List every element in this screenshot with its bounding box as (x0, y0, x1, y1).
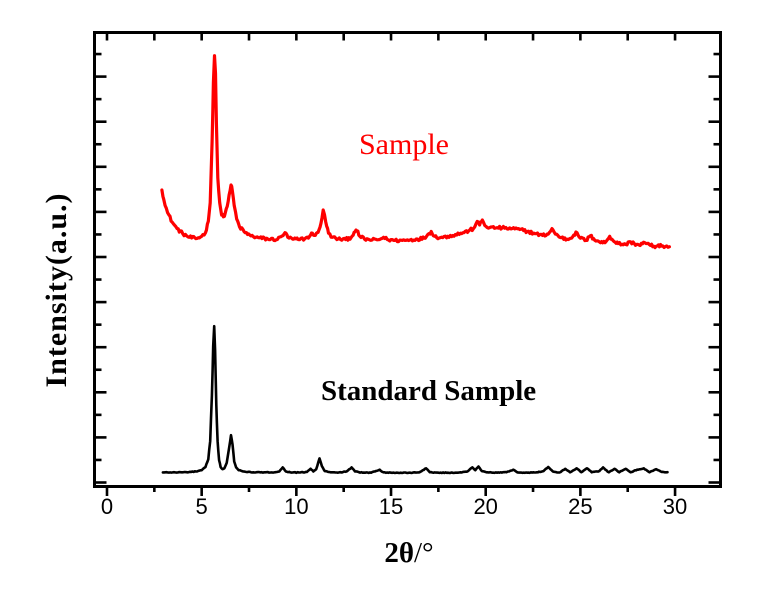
x-tick-label: 5 (195, 494, 208, 519)
x-tick-label: 20 (473, 494, 498, 519)
x-tick-label: 30 (662, 494, 688, 519)
x-tick-label: 15 (378, 494, 404, 519)
x-tick-label: 10 (284, 494, 309, 519)
x-tick-label: 0 (100, 494, 114, 519)
sample-series-label: Sample (359, 128, 449, 161)
series-standard-sample (161, 324, 669, 475)
x-tick-label: 25 (568, 494, 593, 519)
y-axis-title: Intensity(a.u.) (40, 192, 73, 388)
standard-series-label: Standard Sample (321, 375, 537, 407)
x-axis-title-unit: /° (413, 537, 434, 569)
x-axis-title: 2θ/° (384, 537, 433, 570)
x-axis-title-symbol: 2θ (384, 537, 414, 569)
series-sample (160, 54, 671, 250)
